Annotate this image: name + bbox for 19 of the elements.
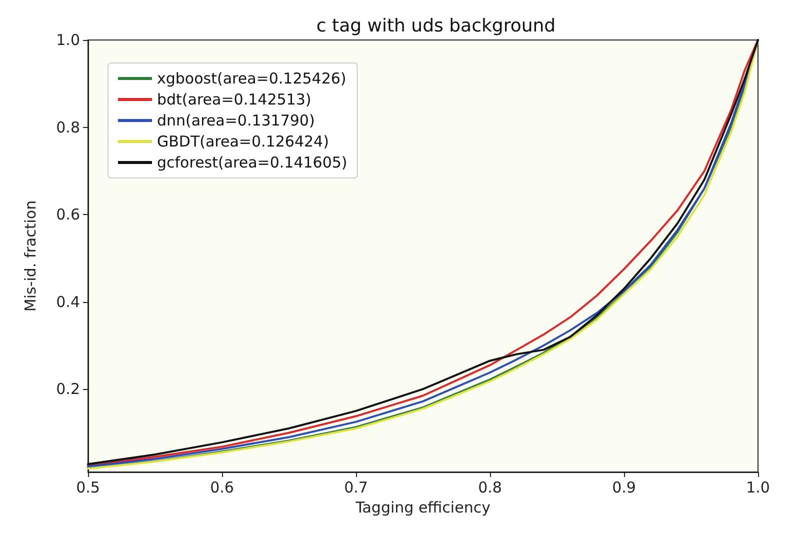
x-axis-title: Tagging efficiency <box>354 498 491 516</box>
legend-label: dnn(area=0.131790) <box>157 112 315 130</box>
legend-label: GBDT(area=0.126424) <box>157 132 329 150</box>
legend-label: bdt(area=0.142513) <box>157 90 312 108</box>
y-tick-label: 0.8 <box>56 118 80 136</box>
y-tick-label: 0.2 <box>56 380 80 398</box>
legend-label: xgboost(area=0.125426) <box>157 70 346 88</box>
x-tick-label: 1.0 <box>746 478 770 496</box>
y-tick-label: 0.6 <box>56 206 80 224</box>
x-tick-label: 0.6 <box>210 478 234 496</box>
y-tick-label: 0.4 <box>56 292 80 311</box>
legend-label: gcforest(area=0.141605) <box>157 154 348 172</box>
chart-title: c tag with uds background <box>316 16 556 36</box>
x-tick-label: 0.8 <box>478 478 502 496</box>
x-tick-label: 0.5 <box>76 478 100 496</box>
x-tick-label: 0.7 <box>344 478 368 496</box>
y-axis-title: Mis-id. fraction <box>22 200 40 312</box>
x-tick-label: 0.9 <box>612 478 636 496</box>
y-tick-label: 1.0 <box>56 31 80 49</box>
